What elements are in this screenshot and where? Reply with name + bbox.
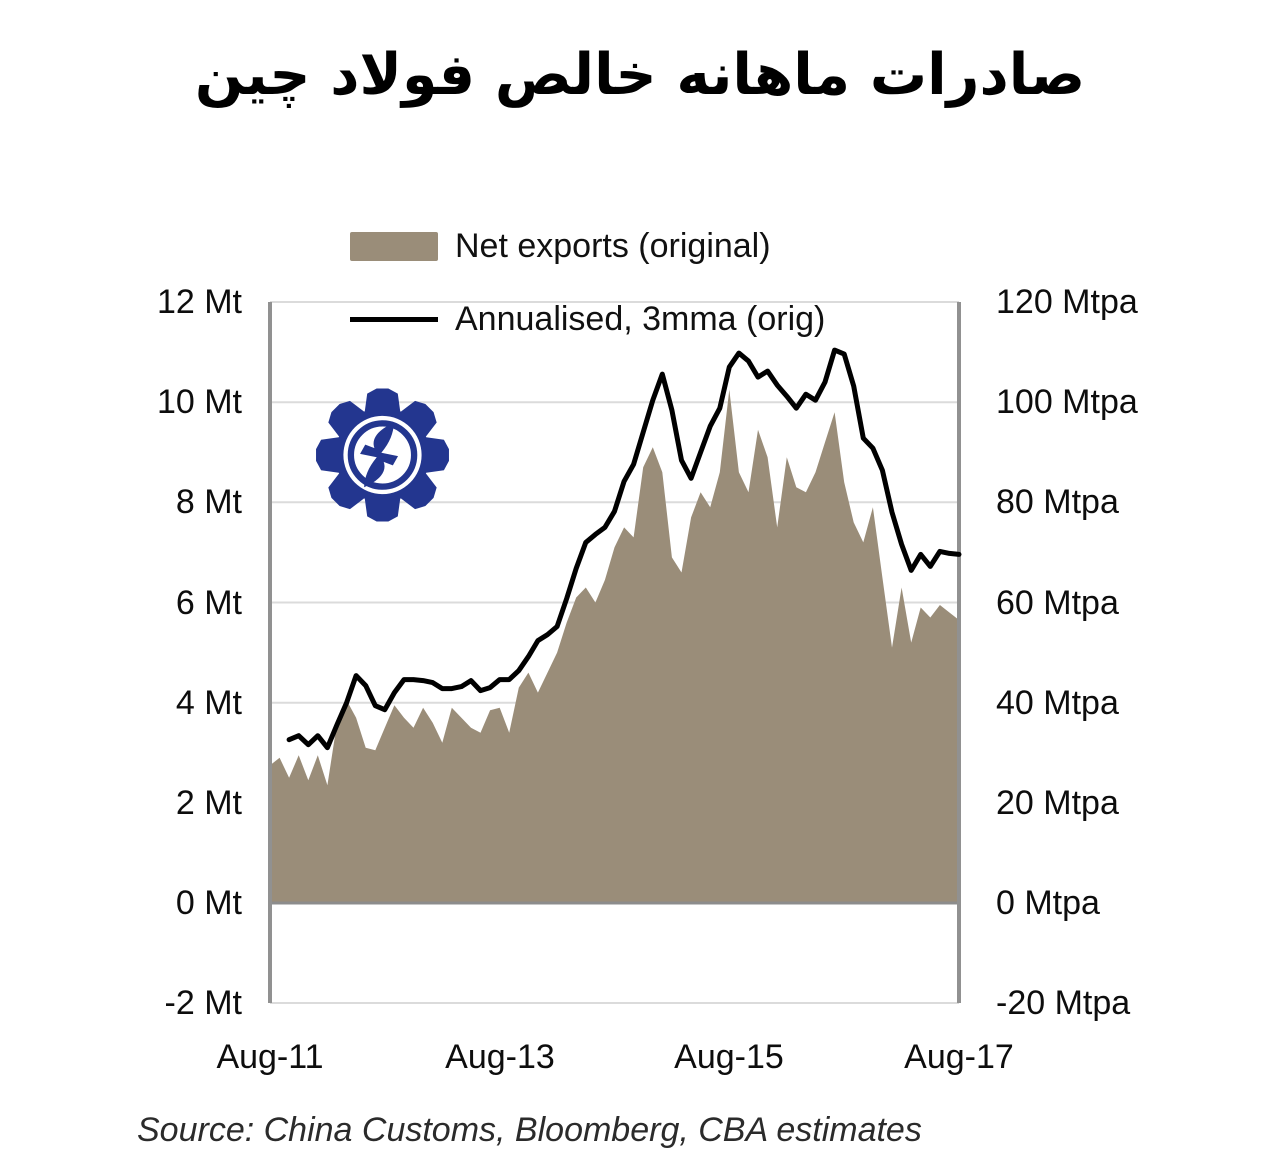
net-exports-area-series <box>270 389 959 904</box>
logo-s-bolt-icon <box>360 422 399 488</box>
right-axis-label: 0 Mtpa <box>996 884 1100 922</box>
net-exports-label: Net exports (original) <box>455 226 771 265</box>
watermark-logo <box>316 388 449 522</box>
annualised-line-series <box>286 347 962 751</box>
right-axis-label: 60 Mtpa <box>996 584 1119 622</box>
right-axis-label: -20 Mtpa <box>996 984 1131 1022</box>
x-axis-label: Aug-17 <box>904 1038 1014 1076</box>
legend-item-net-exports: Net exports (original) <box>350 224 825 268</box>
left-axis-label: 6 Mt <box>175 584 242 622</box>
annualised-swatch <box>350 316 438 322</box>
legend: Net exports (original) Annualised, 3mma … <box>350 224 825 341</box>
left-axis-label: 2 Mt <box>175 784 242 822</box>
right-axis-label: 80 Mtpa <box>996 483 1119 521</box>
page-title: صادرات ماهانه خالص فولاد چین <box>194 42 1086 108</box>
x-axis-label: Aug-11 <box>216 1038 324 1076</box>
net-exports-swatch <box>350 231 438 261</box>
source-note: Source: China Customs, Bloomberg, CBA es… <box>137 1111 922 1149</box>
left-axis-label: 8 Mt <box>175 483 242 521</box>
annualised-label: Annualised, 3mma (orig) <box>455 299 826 338</box>
left-axis-label: 12 Mt <box>156 283 242 321</box>
right-axis-label: 20 Mtpa <box>996 784 1119 822</box>
x-axis-label: Aug-13 <box>445 1038 555 1076</box>
left-axis-label: -2 Mt <box>164 984 242 1022</box>
left-axis-label: 4 Mt <box>175 684 242 722</box>
right-axis-label: 120 Mtpa <box>996 283 1138 321</box>
left-axis-label: 10 Mt <box>156 383 242 421</box>
axis-lines <box>268 302 961 1003</box>
right-axis-label: 100 Mtpa <box>996 383 1138 421</box>
x-axis-label: Aug-15 <box>674 1038 784 1076</box>
left-axis-label: 0 Mt <box>175 884 242 922</box>
right-axis-label: 40 Mtpa <box>996 684 1119 722</box>
legend-item-annualised: Annualised, 3mma (orig) <box>350 297 825 341</box>
